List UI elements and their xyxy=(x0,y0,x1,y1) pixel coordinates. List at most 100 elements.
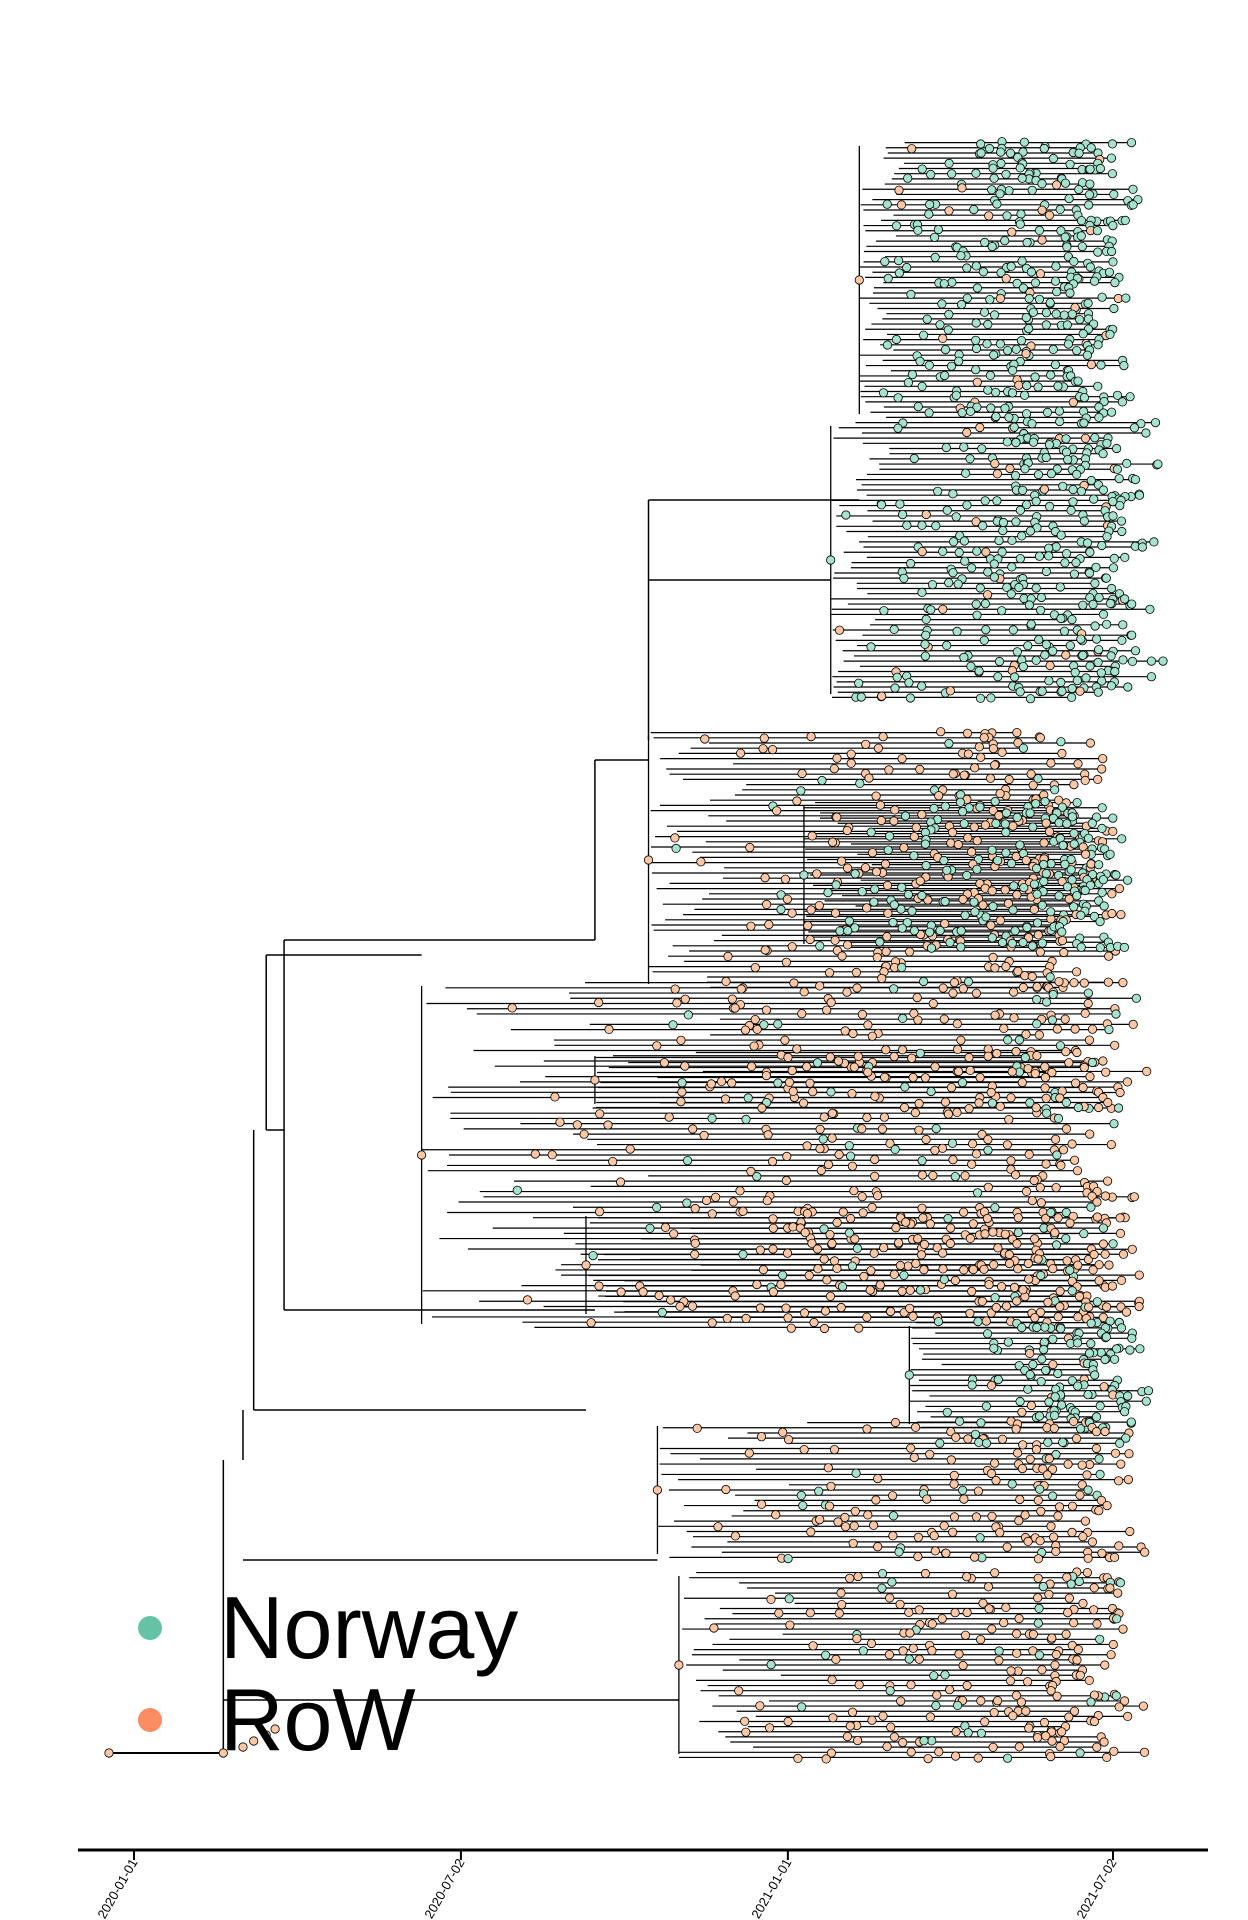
node-row xyxy=(741,1313,751,1324)
node-norway xyxy=(971,365,981,375)
node-row xyxy=(768,1244,778,1254)
node-norway xyxy=(981,1401,992,1411)
node-norway xyxy=(1028,1359,1038,1370)
node-norway xyxy=(1110,666,1120,677)
node-norway xyxy=(896,904,906,914)
node-row xyxy=(687,1301,698,1311)
node-norway xyxy=(1097,887,1107,898)
node-row xyxy=(897,1045,908,1055)
node-norway xyxy=(1063,454,1073,465)
node-row xyxy=(1083,1553,1093,1563)
node-row xyxy=(806,905,816,915)
node-row xyxy=(896,200,907,210)
node-norway xyxy=(956,251,966,261)
node-row xyxy=(1017,1407,1027,1417)
node-norway xyxy=(960,910,970,920)
node-row xyxy=(995,1101,1005,1112)
node-row xyxy=(1080,433,1091,443)
node-norway xyxy=(942,865,952,875)
node-norway xyxy=(1002,211,1012,221)
node-row xyxy=(975,422,985,433)
node-row xyxy=(781,957,792,967)
node-row xyxy=(1139,1747,1150,1757)
node-row xyxy=(862,1112,872,1123)
node-norway xyxy=(1052,464,1062,474)
node-row xyxy=(928,998,938,1009)
x-tick-label: 2020-07-02 xyxy=(421,1856,467,1920)
node-row xyxy=(822,1005,832,1015)
node-row xyxy=(930,1145,940,1155)
node-row xyxy=(1004,774,1014,785)
node-norway xyxy=(671,843,681,854)
node-norway xyxy=(1087,818,1097,828)
node-norway xyxy=(1093,247,1103,257)
node-norway xyxy=(1023,641,1033,651)
node-row xyxy=(752,1024,762,1035)
node-norway xyxy=(929,1671,939,1681)
node-norway xyxy=(645,1223,655,1233)
node-norway xyxy=(1122,458,1132,468)
node-norway xyxy=(1078,650,1088,660)
node-row xyxy=(1124,1449,1134,1459)
node-row xyxy=(913,1234,923,1244)
node-norway xyxy=(1041,566,1052,577)
node-row xyxy=(700,734,710,744)
node-row xyxy=(727,994,737,1004)
node-row xyxy=(836,856,847,866)
node-norway xyxy=(982,1329,993,1339)
node-norway xyxy=(935,320,945,330)
node-row xyxy=(838,1207,848,1217)
node-row xyxy=(1100,1426,1110,1437)
node-norway xyxy=(1056,530,1066,540)
node-row xyxy=(978,1598,988,1608)
node-row xyxy=(1084,1035,1095,1045)
node-row xyxy=(932,1690,942,1700)
node-norway xyxy=(981,912,991,922)
node-norway xyxy=(1028,437,1039,447)
node-norway xyxy=(1069,839,1079,849)
node-norway xyxy=(1017,485,1028,495)
node-row xyxy=(707,1318,717,1328)
node-row xyxy=(951,1727,961,1737)
node-row xyxy=(825,1230,835,1240)
node-norway xyxy=(1017,1323,1027,1333)
node-norway xyxy=(1105,598,1116,609)
node-norway xyxy=(1101,1332,1112,1342)
node-row xyxy=(1037,205,1047,215)
node-row xyxy=(1100,1249,1110,1259)
node-row xyxy=(690,1249,700,1260)
node-row xyxy=(848,1028,858,1039)
node-row xyxy=(787,1066,797,1076)
node-norway xyxy=(915,356,925,366)
node-row xyxy=(928,1171,938,1181)
node-row xyxy=(1051,1649,1061,1660)
node-norway xyxy=(776,890,786,900)
node-row xyxy=(782,1151,792,1162)
node-row xyxy=(1028,780,1038,790)
node-norway xyxy=(940,896,950,907)
node-row xyxy=(846,749,856,759)
node-norway xyxy=(942,640,952,651)
node-norway xyxy=(987,1098,998,1108)
node-norway xyxy=(1085,547,1095,557)
node-norway xyxy=(1018,743,1029,753)
node-norway xyxy=(957,1485,968,1495)
node-row xyxy=(1118,977,1128,988)
node-norway xyxy=(1034,635,1044,645)
node-norway xyxy=(1032,863,1042,874)
node-row xyxy=(1080,1008,1090,1019)
node-norway xyxy=(951,512,961,522)
node-row xyxy=(1006,1666,1016,1676)
node-row xyxy=(871,867,882,877)
node-row xyxy=(940,919,950,929)
node-row xyxy=(1017,1464,1028,1474)
node-row xyxy=(997,1434,1008,1444)
node-row xyxy=(914,1654,924,1664)
node-row xyxy=(991,1302,1001,1313)
node-norway xyxy=(952,1700,963,1711)
node-row xyxy=(1061,1629,1071,1639)
node-row xyxy=(964,1104,974,1114)
node-norway xyxy=(986,403,996,413)
node-norway xyxy=(1127,656,1138,667)
node-row xyxy=(1057,935,1068,946)
